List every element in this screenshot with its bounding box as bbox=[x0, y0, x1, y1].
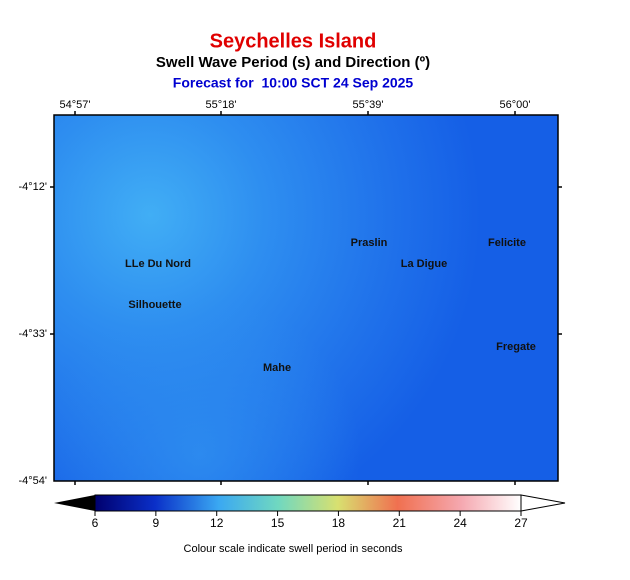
swell-field-detail bbox=[54, 115, 558, 481]
place-label: Praslin bbox=[351, 237, 388, 249]
colorbar-tick-label: 18 bbox=[332, 516, 346, 530]
title: Seychelles Island bbox=[210, 30, 377, 52]
place-label: Felicite bbox=[488, 237, 526, 249]
forecast: Forecast for 10:00 SCT 24 Sep 2025 bbox=[173, 75, 414, 91]
colorbar-ticks: 6 9 12 15 18 21 24 27 bbox=[92, 511, 528, 530]
colorbar-frame bbox=[94, 494, 522, 512]
latitude-label: -4°33' bbox=[18, 328, 47, 340]
place-label: Mahe bbox=[263, 362, 291, 374]
latitude-label: -4°54' bbox=[18, 475, 47, 487]
colorbar bbox=[95, 495, 521, 511]
colorbar-tick-label: 9 bbox=[153, 516, 160, 530]
colorbar-tick-label: 15 bbox=[271, 516, 285, 530]
colorbar-tick-label: 12 bbox=[210, 516, 224, 530]
longitude-label: 54°57' bbox=[60, 99, 91, 111]
longitude-label: 55°18' bbox=[206, 99, 237, 111]
colorbar-low-end bbox=[54, 495, 95, 511]
place-label: La Digue bbox=[401, 258, 447, 270]
frame-ticks bbox=[50, 111, 562, 485]
longitude-label: 55°39' bbox=[353, 99, 384, 111]
colorbar-tick-label: 24 bbox=[453, 516, 467, 530]
map-frame bbox=[53, 114, 559, 482]
colorbar-tick-label: 6 bbox=[92, 516, 99, 530]
place-label: Silhouette bbox=[128, 299, 181, 311]
colorbar-tick-label: 27 bbox=[514, 516, 528, 530]
colorbar-high-end bbox=[520, 494, 566, 512]
colorbar-caption: Colour scale indicate swell period in se… bbox=[184, 543, 403, 555]
longitude-label: 56°00' bbox=[500, 99, 531, 111]
place-label: Fregate bbox=[496, 341, 536, 353]
colorbar-tick-label: 21 bbox=[393, 516, 407, 530]
latitude-label: -4°12' bbox=[18, 181, 47, 193]
subtitle: Swell Wave Period (s) and Direction (º) bbox=[156, 54, 430, 71]
place-label: LLe Du Nord bbox=[125, 258, 191, 270]
